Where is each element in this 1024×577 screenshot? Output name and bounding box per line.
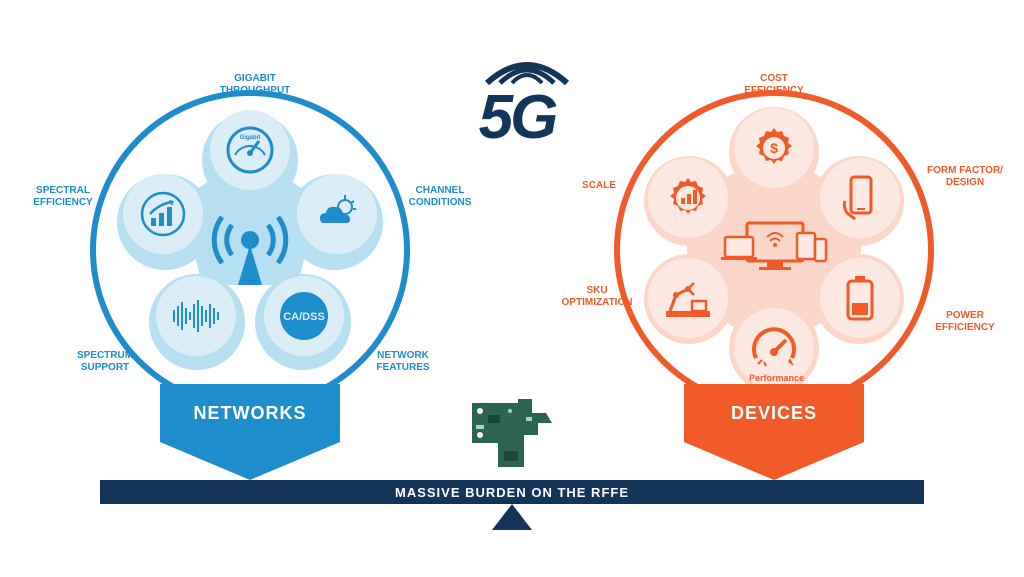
waveform-icon (170, 296, 222, 336)
sat-network-features: CA/DSS (264, 276, 344, 356)
label-spectrum: SPECTRUMSUPPORT (60, 350, 150, 373)
sat-spectrum-support (156, 276, 236, 356)
phone-hand-icon (837, 173, 883, 223)
label-netfeat: NETWORKFEATURES (358, 350, 448, 373)
logo-5g: 5G (462, 55, 572, 146)
battery-icon (843, 273, 877, 323)
cloud-sun-icon (312, 189, 362, 239)
label-spectral: SPECTRALEFFICIENCY (18, 185, 108, 208)
sat-sku-optimization (648, 258, 728, 338)
svg-text:Gigabit: Gigabit (240, 135, 261, 141)
ca-dss-badge-icon: CA/DSS (277, 289, 331, 343)
label-power: POWEREFFICIENCY (920, 310, 1010, 333)
balance-bar: MASSIVE BURDEN ON THE RFFE (100, 480, 924, 504)
gauge-gigabit-icon: Gigabit (225, 125, 275, 175)
networks-arrow: NETWORKS (160, 384, 340, 480)
robot-arm-icon (662, 275, 714, 321)
wifi-waves-icon (482, 55, 572, 85)
svg-text:$: $ (770, 140, 778, 156)
label-sku: SKUOPTIMIZATION (552, 285, 642, 308)
sat-channel-conditions (297, 174, 377, 254)
label-cost: COSTEFFICIENCY (729, 73, 819, 96)
fulcrum-icon (492, 504, 532, 530)
devices-cluster: $ (614, 90, 934, 410)
sat-gigabit-throughput: Gigabit (210, 110, 290, 190)
devices-arrow: DEVICES (684, 384, 864, 480)
logo-5g-text: 5G (462, 90, 572, 146)
sat-scale (648, 158, 728, 238)
gear-bars-icon (662, 172, 714, 224)
sat-power-efficiency (820, 258, 900, 338)
sat-form-factor (820, 158, 900, 238)
gear-dollar-icon: $ (748, 122, 800, 174)
label-formfactor: FORM FACTOR/DESIGN (920, 165, 1010, 188)
chart-up-icon (139, 190, 187, 238)
label-performance: Performance (749, 373, 804, 383)
sat-spectral-efficiency (123, 174, 203, 254)
svg-text:CA/DSS: CA/DSS (283, 311, 325, 323)
speedometer-icon (748, 322, 800, 374)
balance-bar-text: MASSIVE BURDEN ON THE RFFE (395, 485, 629, 500)
label-scale: SCALE (554, 180, 644, 192)
sat-cost-efficiency: $ (734, 108, 814, 188)
pcb-rffe-icon (468, 395, 556, 480)
label-gigabit: GIGABITTHROUGHPUT (210, 73, 300, 96)
networks-arrow-label: NETWORKS (160, 384, 340, 442)
devices-group-icon (719, 215, 829, 285)
devices-arrow-label: DEVICES (684, 384, 864, 442)
label-channel: CHANNELCONDITIONS (395, 185, 485, 208)
